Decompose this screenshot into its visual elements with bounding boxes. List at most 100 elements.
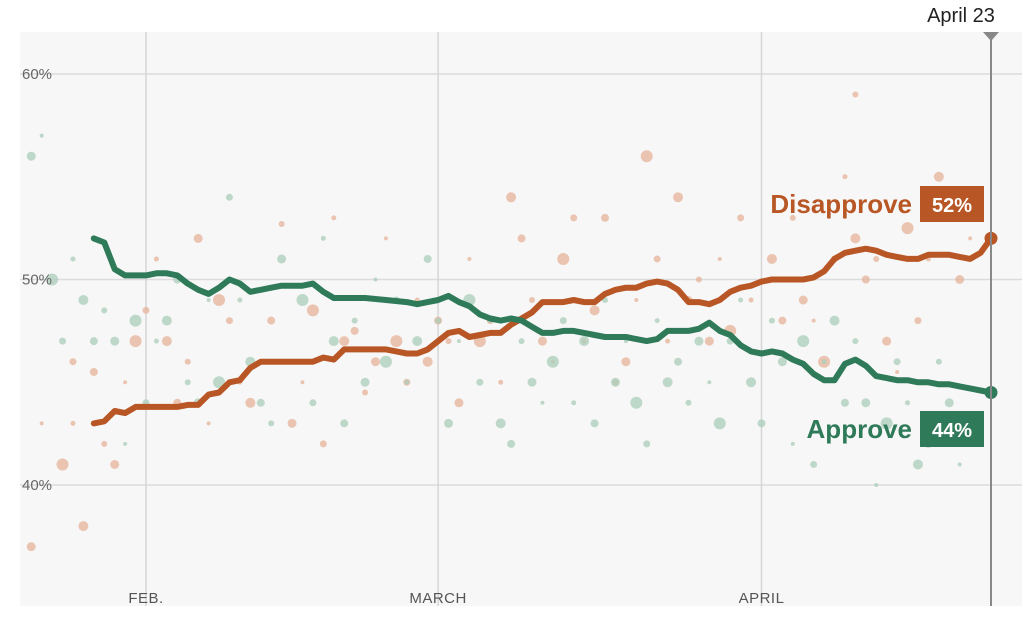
approve-poll-dot (944, 398, 954, 408)
approve-poll-dot (495, 418, 506, 429)
approve-poll-dot (518, 338, 525, 345)
disapprove-poll-dot (371, 357, 381, 367)
approve-poll-dot (373, 277, 378, 282)
approve-poll-dot (404, 379, 410, 385)
y-tick-label: 60% (22, 66, 52, 83)
disapprove-poll-dot (955, 275, 965, 284)
approve-poll-dot (110, 336, 120, 346)
disapprove-poll-dot (933, 171, 944, 182)
approve-poll-dot (213, 376, 226, 389)
approve-poll-dot (662, 377, 673, 388)
disapprove-poll-dot (634, 298, 639, 303)
x-tick-label: MARCH (409, 590, 467, 607)
disapprove-poll-dot (653, 255, 661, 263)
approve-poll-dot (797, 335, 810, 348)
disapprove-series-label: Disapprove (770, 189, 912, 219)
disapprove-poll-dot (601, 213, 610, 222)
disapprove-poll-dot (557, 252, 570, 265)
disapprove-poll-dot (319, 440, 327, 448)
approve-poll-dot (123, 441, 128, 446)
approve-poll-dot (674, 357, 683, 366)
disapprove-poll-dot (39, 421, 44, 426)
disapprove-poll-dot (737, 214, 745, 222)
approve-poll-dot (768, 317, 775, 324)
disapprove-poll-dot (640, 150, 653, 163)
approve-poll-dot (256, 398, 265, 407)
approve-poll-dot (59, 337, 67, 345)
disapprove-poll-dot (339, 336, 350, 347)
disapprove-poll-dot (142, 306, 150, 314)
disapprove-poll-dot (110, 459, 120, 469)
disapprove-poll-dot (300, 380, 305, 385)
disapprove-poll-dot (454, 398, 464, 408)
disapprove-poll-dot (704, 336, 714, 346)
disapprove-poll-dot (26, 542, 36, 552)
approve-poll-dot (476, 378, 484, 386)
approve-poll-dot (26, 151, 36, 161)
approve-poll-dot (861, 398, 871, 408)
disapprove-poll-dot (665, 338, 671, 344)
approve-poll-dot (810, 460, 818, 468)
approve-poll-dot (444, 418, 454, 428)
disapprove-poll-dot (245, 397, 256, 408)
approve-poll-dot (559, 317, 567, 325)
disapprove-trend-line (90, 235, 994, 427)
current-date-marker: April 23 (927, 5, 999, 606)
approve-poll-dot (571, 400, 577, 406)
disapprove-value: 52% (932, 195, 972, 217)
disapprove-poll-dot (811, 318, 816, 323)
approve-poll-dot (610, 377, 620, 387)
disapprove-poll-dot (56, 458, 69, 471)
disapprove-poll-dot (882, 336, 892, 346)
disapprove-poll-dot (69, 358, 77, 366)
approve-series-label: Approve (807, 414, 912, 444)
approve-poll-dot (360, 377, 370, 387)
disapprove-poll-dot (383, 236, 388, 241)
approve-poll-dot (527, 377, 537, 387)
approve-poll-dot (546, 355, 559, 368)
disapprove-poll-dot (842, 174, 848, 180)
approve-poll-dot (412, 336, 423, 347)
approve-poll-dot (351, 317, 358, 324)
approve-poll-dot (821, 359, 827, 365)
approve-poll-dot (320, 235, 326, 241)
disapprove-poll-dot (213, 294, 226, 307)
approve-poll-dot (184, 379, 191, 386)
disapprove-poll-dot (673, 192, 684, 203)
approve-poll-dot (757, 419, 766, 428)
disapprove-poll-dot (193, 233, 203, 243)
approve-poll-dot (70, 256, 76, 262)
disapprove-poll-dot (895, 369, 900, 374)
approve-poll-dot (746, 377, 757, 388)
approve-poll-dot (277, 254, 287, 264)
disapprove-poll-dot (528, 297, 535, 304)
approve-poll-dot (225, 193, 233, 201)
disapprove-poll-dot (331, 215, 337, 221)
approve-poll-dot (829, 315, 840, 326)
x-tick-label: FEB. (128, 590, 163, 607)
disapprove-poll-dot (766, 253, 777, 264)
disapprove-poll-dot (748, 297, 754, 303)
disapprove-poll-dot (101, 440, 108, 447)
y-axis-labels: 40% 50% 60% (22, 66, 52, 494)
disapprove-poll-dot (287, 418, 297, 428)
approve-poll-dot (654, 318, 660, 324)
approve-poll-dot (590, 419, 599, 428)
approve-poll-dot (880, 417, 893, 430)
disapprove-poll-dot (901, 222, 914, 235)
approve-poll-dot (852, 338, 859, 345)
disapprove-poll-dot (517, 234, 526, 243)
approve-poll-dot (296, 294, 309, 307)
disapprove-poll-dot (861, 275, 870, 284)
disapprove-poll-dot (570, 214, 578, 222)
approve-poll-dot (435, 317, 442, 324)
approve-poll-dot (309, 399, 317, 407)
approve-badge (920, 411, 984, 447)
approve-poll-dot (957, 462, 962, 467)
approve-poll-dot (777, 357, 787, 367)
disapprove-poll-dot (778, 316, 787, 325)
y-tick-label: 50% (22, 272, 52, 289)
x-axis-labels: FEB. MARCH APRIL (128, 590, 784, 607)
approve-poll-dot (540, 400, 545, 405)
